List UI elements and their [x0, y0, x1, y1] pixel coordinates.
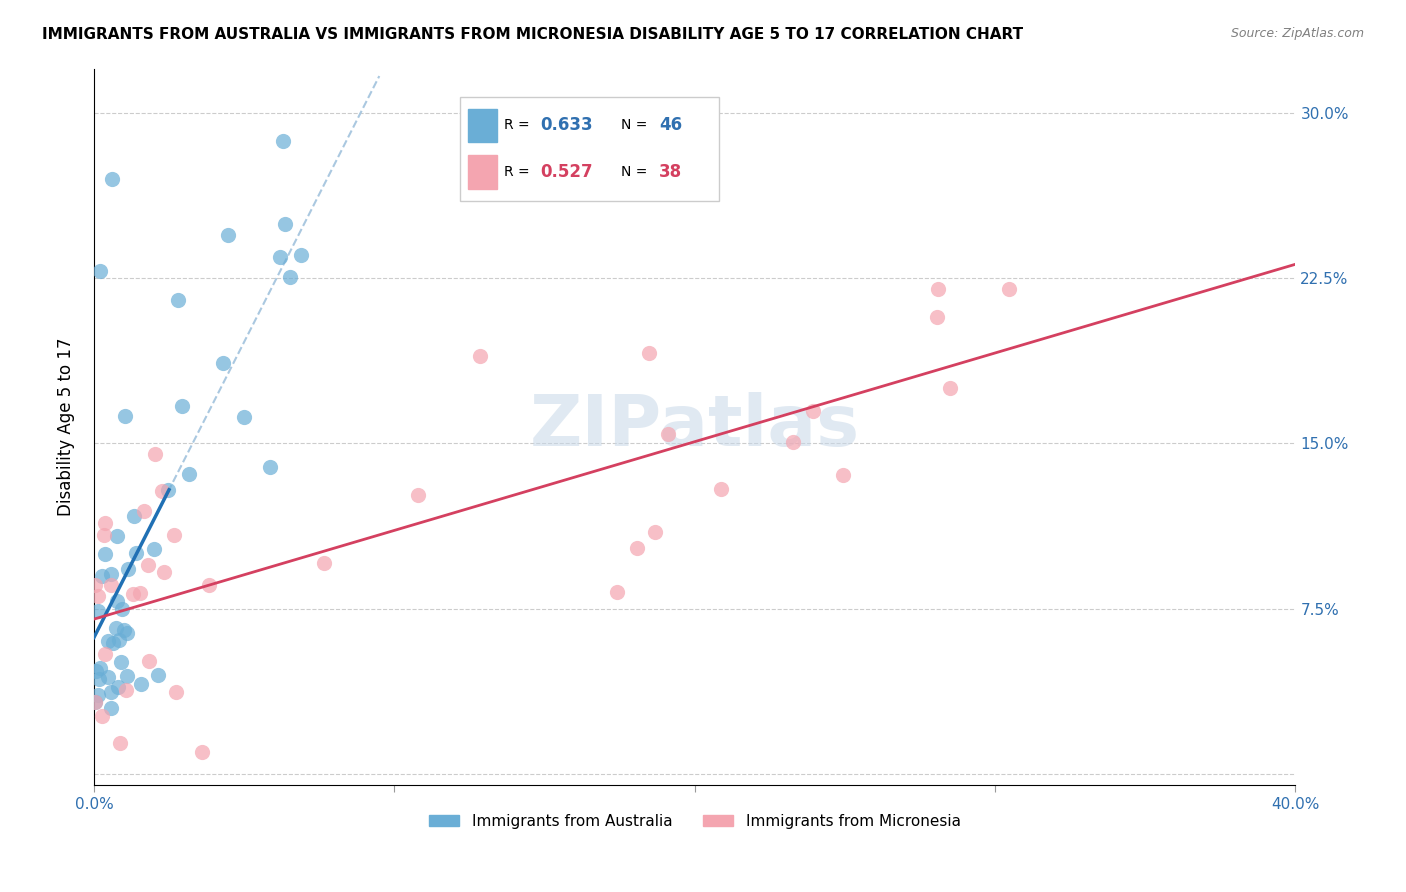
- Point: [115, 626, 138, 640]
- Point: [212, 356, 235, 370]
- Point: [90, 709, 112, 723]
- Point: [122, 509, 145, 524]
- Point: [100, 685, 122, 699]
- Point: [280, 270, 302, 285]
- Point: [269, 250, 291, 264]
- Point: [84, 695, 107, 709]
- Point: [153, 565, 176, 579]
- Point: [86, 688, 108, 702]
- Point: [125, 546, 148, 560]
- Point: [128, 585, 150, 599]
- Point: [117, 669, 139, 683]
- Point: [87, 589, 110, 603]
- Point: [657, 427, 679, 442]
- Point: [710, 483, 733, 497]
- Point: [927, 310, 949, 324]
- Point: [97, 634, 120, 648]
- Point: [132, 504, 155, 518]
- Point: [406, 488, 429, 502]
- Point: [172, 399, 194, 413]
- Point: [93, 516, 115, 531]
- Point: [138, 654, 160, 668]
- Point: [143, 542, 166, 557]
- Point: [87, 604, 110, 618]
- Point: [150, 484, 173, 499]
- Point: [93, 528, 115, 542]
- Point: [89, 672, 111, 686]
- Point: [146, 668, 169, 682]
- Point: [94, 647, 117, 661]
- Point: [84, 664, 107, 678]
- Point: [94, 547, 117, 561]
- Point: [638, 346, 661, 360]
- Point: [165, 685, 187, 699]
- Point: [832, 467, 855, 482]
- Point: [217, 227, 239, 242]
- Point: [143, 447, 166, 461]
- Point: [107, 680, 129, 694]
- Text: ZIPatlas: ZIPatlas: [530, 392, 859, 461]
- Point: [136, 558, 159, 572]
- Point: [167, 293, 190, 307]
- Point: [108, 632, 131, 647]
- Point: [110, 736, 132, 750]
- Point: [110, 655, 132, 669]
- Point: [100, 578, 122, 592]
- Point: [105, 594, 128, 608]
- Point: [939, 381, 962, 395]
- Point: [626, 541, 648, 555]
- Point: [259, 459, 281, 474]
- Point: [271, 134, 294, 148]
- Point: [89, 264, 111, 278]
- Point: [606, 584, 628, 599]
- Point: [101, 636, 124, 650]
- Point: [998, 282, 1021, 296]
- Point: [314, 556, 336, 570]
- Point: [470, 349, 492, 363]
- Point: [117, 562, 139, 576]
- Point: [84, 696, 107, 710]
- Point: [100, 566, 122, 581]
- Point: [290, 248, 312, 262]
- Point: [233, 409, 256, 424]
- Point: [105, 621, 128, 635]
- Point: [197, 578, 219, 592]
- Point: [803, 403, 825, 417]
- Point: [91, 569, 114, 583]
- Text: Source: ZipAtlas.com: Source: ZipAtlas.com: [1230, 27, 1364, 40]
- Point: [100, 701, 122, 715]
- Legend: Immigrants from Australia, Immigrants from Micronesia: Immigrants from Australia, Immigrants fr…: [423, 807, 967, 835]
- Point: [782, 435, 804, 450]
- Point: [115, 682, 138, 697]
- Text: IMMIGRANTS FROM AUSTRALIA VS IMMIGRANTS FROM MICRONESIA DISABILITY AGE 5 TO 17 C: IMMIGRANTS FROM AUSTRALIA VS IMMIGRANTS …: [42, 27, 1024, 42]
- Point: [101, 171, 124, 186]
- Point: [114, 409, 136, 423]
- Point: [177, 467, 200, 481]
- Y-axis label: Disability Age 5 to 17: Disability Age 5 to 17: [58, 337, 75, 516]
- Point: [129, 676, 152, 690]
- Point: [927, 282, 949, 296]
- Point: [163, 528, 186, 542]
- Point: [156, 483, 179, 497]
- Point: [121, 587, 143, 601]
- Point: [190, 745, 212, 759]
- Point: [105, 528, 128, 542]
- Point: [89, 661, 111, 675]
- Point: [97, 669, 120, 683]
- Point: [111, 601, 134, 615]
- Point: [112, 623, 135, 637]
- Point: [84, 577, 107, 591]
- Point: [274, 217, 297, 231]
- Point: [644, 525, 666, 540]
